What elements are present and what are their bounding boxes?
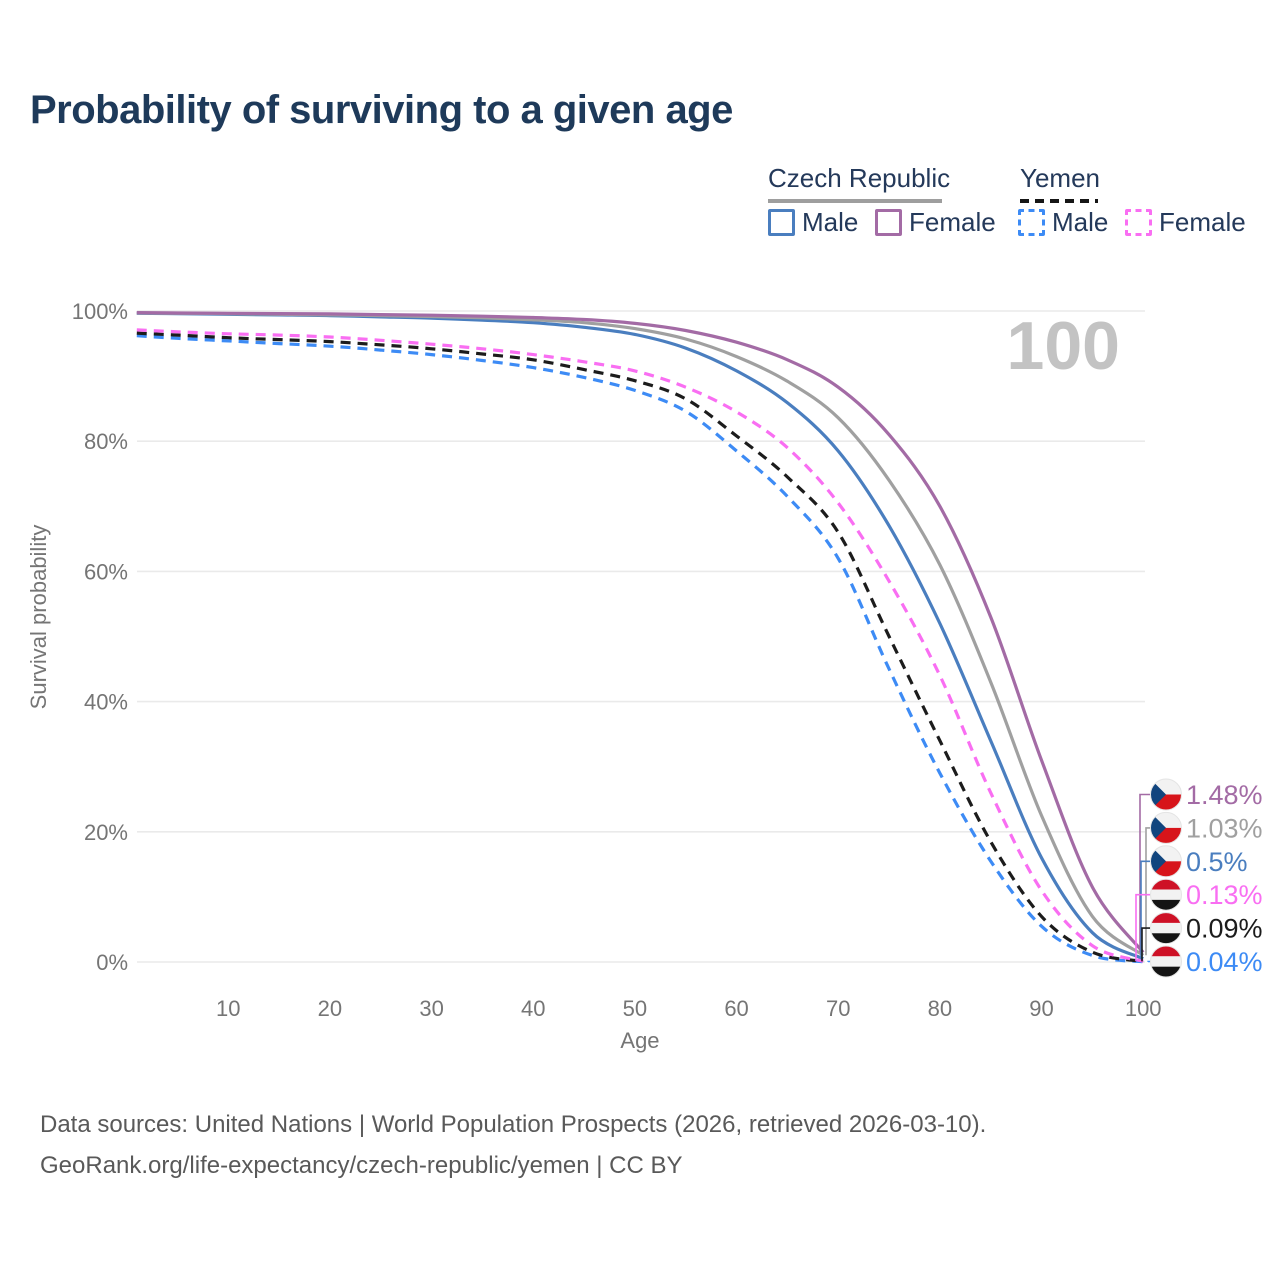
flag-wedge bbox=[1150, 845, 1166, 877]
yemen-flag-icon bbox=[1150, 912, 1182, 944]
curve-yemen-female bbox=[136, 328, 1144, 963]
y-axis-label: Survival probability bbox=[26, 525, 51, 710]
page-title: Probability of surviving to a given age bbox=[30, 88, 733, 132]
czech-male-checkbox-icon[interactable] bbox=[768, 209, 795, 236]
legend-country-yemen: Yemen bbox=[1020, 163, 1100, 193]
yemen-flag-icon bbox=[1150, 879, 1182, 911]
flag-band bbox=[1150, 946, 1182, 957]
flag-ring bbox=[1150, 878, 1182, 911]
x-tick-label: 60 bbox=[724, 996, 748, 1021]
x-tick-label: 10 bbox=[216, 996, 240, 1021]
flag-ring bbox=[1150, 845, 1182, 878]
y-tick-label: 100% bbox=[72, 299, 128, 324]
end-label-czech-republic-female: 1.48% bbox=[1139, 778, 1263, 953]
yemen-male-checkbox-icon[interactable] bbox=[1018, 209, 1045, 236]
flag-band bbox=[1150, 933, 1182, 944]
flag-ring bbox=[1150, 945, 1182, 978]
legend-group-yemen: Yemen bbox=[1020, 163, 1100, 203]
curve-czech-republic-female bbox=[136, 311, 1145, 954]
yemen-flag-icon bbox=[1150, 946, 1182, 977]
flag-band bbox=[1150, 956, 1182, 967]
end-value-label: 0.5% bbox=[1186, 847, 1248, 877]
legend-label-czech-male: Male bbox=[802, 207, 859, 237]
flag-band bbox=[1150, 899, 1182, 911]
leader-line bbox=[1141, 927, 1150, 962]
legend-label-czech-female: Female bbox=[909, 207, 996, 237]
end-label-czech-republic-male: 0.5% bbox=[1140, 845, 1248, 959]
flag-wedge bbox=[1150, 779, 1166, 810]
x-tick-label: 30 bbox=[419, 996, 443, 1021]
end-label-yemen-both-sexes: 0.09% bbox=[1141, 912, 1263, 962]
yemen-female-checkbox-icon[interactable] bbox=[1125, 209, 1152, 236]
x-axis-label: Age bbox=[620, 1028, 659, 1053]
x-tick-label: 70 bbox=[826, 996, 850, 1021]
x-tick-label: 90 bbox=[1029, 996, 1053, 1021]
end-value-label: 0.13% bbox=[1186, 880, 1263, 910]
flag-ring bbox=[1150, 778, 1182, 811]
yemen-dashed-line-swatch bbox=[1020, 199, 1098, 203]
legend-item-yemen-male[interactable]: Male bbox=[1018, 207, 1108, 238]
end-label-yemen-male: 0.04% bbox=[1147, 945, 1263, 978]
x-tick-label: 80 bbox=[928, 996, 952, 1021]
age-counter-watermark: 100 bbox=[1007, 308, 1120, 384]
flag-band bbox=[1150, 889, 1182, 900]
legend: Czech Republic Yemen Male Female Male Fe… bbox=[768, 163, 1280, 243]
legend-label-yemen-female: Female bbox=[1159, 207, 1246, 237]
curve-yemen-male bbox=[136, 334, 1144, 964]
y-tick-label: 20% bbox=[84, 820, 128, 845]
footer: Data sources: United Nations | World Pop… bbox=[40, 1104, 986, 1186]
legend-label-yemen-male: Male bbox=[1052, 207, 1109, 237]
end-value-label: 0.04% bbox=[1186, 947, 1263, 977]
end-value-label: 1.03% bbox=[1186, 813, 1263, 843]
end-label-czech-republic-both-sexes: 1.03% bbox=[1145, 811, 1263, 956]
czech-flag-icon bbox=[1150, 845, 1182, 877]
footer-data-sources: Data sources: United Nations | World Pop… bbox=[40, 1111, 987, 1138]
flag-band bbox=[1150, 912, 1182, 923]
end-label-yemen-female: 0.13% bbox=[1135, 878, 1263, 962]
legend-item-czech-male[interactable]: Male bbox=[768, 207, 858, 238]
czech-republic-line-swatch bbox=[768, 199, 942, 203]
legend-country-czech-republic: Czech Republic bbox=[768, 163, 951, 193]
czech-flag-icon bbox=[1150, 812, 1182, 844]
leader-line bbox=[1140, 860, 1150, 959]
y-tick-label: 60% bbox=[84, 559, 128, 584]
leader-line bbox=[1139, 793, 1150, 953]
end-value-label: 0.09% bbox=[1186, 914, 1263, 944]
flag-band bbox=[1150, 922, 1182, 934]
y-tick-label: 40% bbox=[84, 690, 128, 715]
footer-attribution: GeoRank.org/life-expectancy/czech-republ… bbox=[40, 1152, 683, 1179]
legend-item-yemen-female[interactable]: Female bbox=[1125, 207, 1246, 238]
y-tick-label: 0% bbox=[96, 950, 128, 975]
legend-group-czech-republic: Czech Republic bbox=[768, 163, 950, 203]
curve-czech-republic-both-sexes bbox=[136, 311, 1145, 957]
leader-line bbox=[1135, 893, 1150, 962]
flag-band bbox=[1150, 879, 1182, 890]
x-tick-label: 40 bbox=[521, 996, 545, 1021]
x-tick-label: 50 bbox=[623, 996, 647, 1021]
czech-flag-icon bbox=[1150, 779, 1182, 810]
flag-ring bbox=[1150, 912, 1182, 945]
leader-line bbox=[1145, 827, 1150, 956]
legend-item-czech-female[interactable]: Female bbox=[875, 207, 996, 238]
x-tick-label: 100 bbox=[1125, 996, 1162, 1021]
curve-yemen-both-sexes bbox=[136, 331, 1144, 963]
flag-ring bbox=[1150, 811, 1182, 844]
czech-female-checkbox-icon[interactable] bbox=[875, 209, 902, 236]
flag-band bbox=[1150, 966, 1182, 977]
flag-wedge bbox=[1150, 812, 1166, 844]
y-tick-label: 80% bbox=[84, 429, 128, 454]
end-value-label: 1.48% bbox=[1186, 780, 1263, 810]
x-tick-label: 20 bbox=[318, 996, 342, 1021]
